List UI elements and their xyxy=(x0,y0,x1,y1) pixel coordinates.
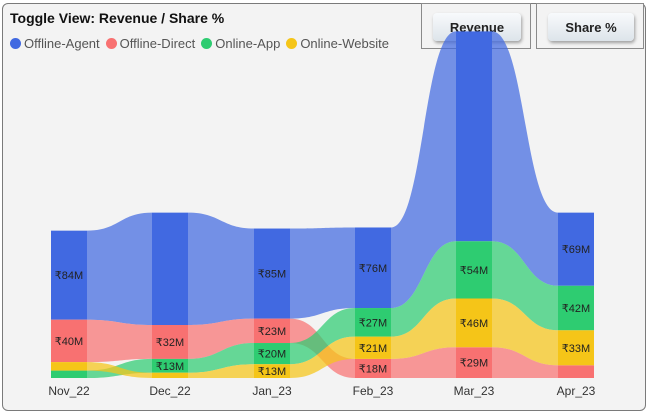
data-label: ₹29M xyxy=(460,358,488,370)
data-label: ₹32M xyxy=(156,337,184,349)
data-label: ₹13M xyxy=(258,366,286,378)
bar-segment[interactable] xyxy=(51,230,87,320)
x-tick-label: Jan_23 xyxy=(252,384,292,398)
ribbon-online-website[interactable] xyxy=(492,298,558,366)
ribbon-offline-agent[interactable] xyxy=(87,212,152,325)
bar-segment[interactable] xyxy=(51,370,87,378)
bar-segment[interactable] xyxy=(355,358,391,378)
bar-segment[interactable] xyxy=(152,358,188,373)
bar-segment[interactable] xyxy=(254,228,290,319)
bar-segment[interactable] xyxy=(456,241,492,299)
bar-segment[interactable] xyxy=(152,372,188,378)
bar-segment[interactable] xyxy=(355,336,391,359)
legend-dot xyxy=(10,38,21,49)
ribbon-offline-direct[interactable] xyxy=(87,319,152,363)
x-tick-label: Mar_23 xyxy=(454,384,495,398)
data-label: ₹33M xyxy=(562,343,590,355)
data-label: ₹21M xyxy=(359,343,387,355)
data-label: ₹18M xyxy=(359,363,387,375)
legend-dot xyxy=(201,38,213,49)
legend-dot xyxy=(286,38,298,49)
bar-segment[interactable] xyxy=(152,325,188,359)
page-title: Toggle View: Revenue / Share % xyxy=(10,10,225,26)
data-label: ₹84M xyxy=(55,270,83,282)
x-tick-label: Apr_23 xyxy=(557,384,596,398)
legend-item[interactable]: Online-Website xyxy=(286,36,389,51)
bar-segment[interactable] xyxy=(456,347,492,378)
legend-item[interactable]: Offline-Direct xyxy=(105,36,196,51)
data-label: ₹46M xyxy=(460,318,488,330)
data-label: ₹27M xyxy=(359,317,387,329)
ribbon-online-website[interactable] xyxy=(290,336,355,378)
share-button-container: Share % xyxy=(536,3,644,49)
ribbon-online-app[interactable] xyxy=(290,308,355,365)
bar-segment[interactable] xyxy=(254,318,290,344)
data-label: ₹54M xyxy=(460,265,488,277)
ribbon-online-app[interactable] xyxy=(188,343,254,373)
bar-segment[interactable] xyxy=(558,330,594,366)
ribbon-offline-agent[interactable] xyxy=(391,31,456,309)
legend-label: Offline-Direct xyxy=(119,36,196,51)
ribbon-offline-direct[interactable] xyxy=(391,347,456,378)
legend: Offline-Agent Offline-Direct Online-App … xyxy=(10,36,389,51)
ribbon-online-app[interactable] xyxy=(391,241,456,337)
data-label: ₹85M xyxy=(258,269,286,281)
ribbon-online-website[interactable] xyxy=(87,362,152,378)
bar-segment[interactable] xyxy=(558,212,594,286)
bar-segment[interactable] xyxy=(558,285,594,331)
bar-segment[interactable] xyxy=(51,319,87,363)
data-label: ₹76M xyxy=(359,263,387,275)
legend-label: Online-App xyxy=(215,36,281,51)
legend-dot xyxy=(105,38,117,49)
bar-segment[interactable] xyxy=(558,365,594,378)
ribbon-offline-agent[interactable] xyxy=(188,212,254,325)
data-label: ₹20M xyxy=(258,349,286,361)
bar-segment[interactable] xyxy=(51,362,87,371)
bar-segment[interactable] xyxy=(254,364,290,378)
ribbon-offline-direct[interactable] xyxy=(492,347,558,378)
ribbon-online-website[interactable] xyxy=(391,298,456,359)
bar-segment[interactable] xyxy=(254,343,290,365)
data-label: ₹42M xyxy=(562,303,590,315)
data-label: ₹23M xyxy=(258,326,286,338)
bar-segment[interactable] xyxy=(355,308,391,337)
legend-item[interactable]: Offline-Agent xyxy=(10,36,100,51)
legend-item[interactable]: Online-App xyxy=(201,36,280,51)
ribbon-online-app[interactable] xyxy=(492,241,558,331)
bar-segment[interactable] xyxy=(456,298,492,348)
x-tick-label: Dec_22 xyxy=(149,384,191,398)
x-tick-label: Feb_23 xyxy=(353,384,394,398)
legend-label: Online-Website xyxy=(300,36,389,51)
x-tick-label: Nov_22 xyxy=(48,384,90,398)
legend-label: Offline-Agent xyxy=(24,36,100,51)
data-label: ₹13M xyxy=(156,361,184,373)
ribbon-online-website[interactable] xyxy=(188,364,254,378)
data-label: ₹69M xyxy=(562,244,590,256)
ribbon-offline-direct[interactable] xyxy=(188,318,254,359)
ribbon-offline-agent[interactable] xyxy=(290,227,355,319)
share-percent-button[interactable]: Share % xyxy=(548,13,634,41)
bar-segment[interactable] xyxy=(456,31,492,242)
bar-segment[interactable] xyxy=(355,227,391,309)
data-label: ₹40M xyxy=(55,336,83,348)
bar-segment[interactable] xyxy=(152,212,188,325)
ribbon-offline-agent[interactable] xyxy=(492,31,558,286)
